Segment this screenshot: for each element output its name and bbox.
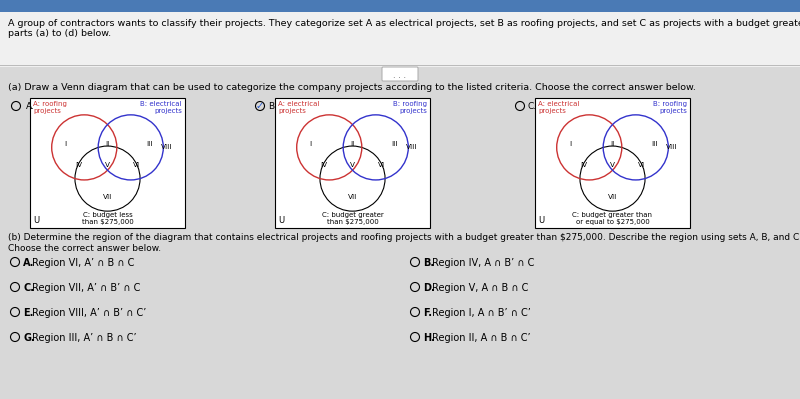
Text: Region III, A’ ∩ B ∩ C’: Region III, A’ ∩ B ∩ C’ bbox=[32, 333, 137, 343]
Text: A: roofing
projects: A: roofing projects bbox=[33, 101, 67, 114]
Text: (b) Determine the region of the diagram that contains electrical projects and ro: (b) Determine the region of the diagram … bbox=[8, 233, 800, 242]
Text: VIII: VIII bbox=[406, 144, 417, 150]
Text: VI: VI bbox=[133, 162, 140, 168]
Text: B.: B. bbox=[268, 102, 277, 111]
Text: U: U bbox=[278, 216, 284, 225]
Text: Choose the correct answer below.: Choose the correct answer below. bbox=[8, 244, 161, 253]
Text: V: V bbox=[350, 162, 355, 168]
Text: F.: F. bbox=[423, 308, 432, 318]
Text: IV: IV bbox=[75, 162, 82, 168]
Text: Region I, A ∩ B’ ∩ C’: Region I, A ∩ B’ ∩ C’ bbox=[432, 308, 531, 318]
Text: II: II bbox=[106, 141, 110, 147]
Text: II: II bbox=[350, 141, 354, 147]
Text: C: budget less
than $275,000: C: budget less than $275,000 bbox=[82, 212, 134, 225]
Text: I: I bbox=[310, 141, 311, 147]
Text: VIII: VIII bbox=[666, 144, 677, 150]
Text: IV: IV bbox=[320, 162, 327, 168]
Text: Region IV, A ∩ B’ ∩ C: Region IV, A ∩ B’ ∩ C bbox=[432, 258, 534, 268]
Text: H.: H. bbox=[423, 333, 435, 343]
Text: B: roofing
projects: B: roofing projects bbox=[393, 101, 427, 114]
Text: D.: D. bbox=[423, 283, 434, 293]
Bar bbox=[0, 65, 800, 66]
Text: . . .: . . . bbox=[394, 71, 406, 81]
FancyBboxPatch shape bbox=[382, 67, 418, 81]
Text: III: III bbox=[146, 141, 153, 147]
Text: VII: VII bbox=[348, 194, 357, 200]
Text: III: III bbox=[391, 141, 398, 147]
Text: II: II bbox=[610, 141, 614, 147]
Text: A.: A. bbox=[26, 102, 35, 111]
Text: A: electrical
projects: A: electrical projects bbox=[278, 101, 319, 114]
Text: IV: IV bbox=[580, 162, 587, 168]
Text: VII: VII bbox=[103, 194, 112, 200]
Text: VIII: VIII bbox=[161, 144, 172, 150]
Text: I: I bbox=[570, 141, 571, 147]
Text: B: roofing
projects: B: roofing projects bbox=[653, 101, 687, 114]
Text: V: V bbox=[105, 162, 110, 168]
Text: III: III bbox=[651, 141, 658, 147]
Bar bbox=[275, 98, 430, 228]
Text: A group of contractors wants to classify their projects. They categorize set A a: A group of contractors wants to classify… bbox=[8, 19, 800, 28]
Text: G.: G. bbox=[23, 333, 34, 343]
Text: C: budget greater
than $275,000: C: budget greater than $275,000 bbox=[322, 212, 383, 225]
Text: VI: VI bbox=[378, 162, 385, 168]
Text: ✓: ✓ bbox=[256, 101, 264, 111]
Text: I: I bbox=[64, 141, 66, 147]
Text: U: U bbox=[538, 216, 544, 225]
Text: U: U bbox=[33, 216, 39, 225]
Text: (a) Draw a Venn diagram that can be used to categorize the company projects acco: (a) Draw a Venn diagram that can be used… bbox=[8, 83, 696, 92]
Text: VI: VI bbox=[638, 162, 645, 168]
Text: Region V, A ∩ B ∩ C: Region V, A ∩ B ∩ C bbox=[432, 283, 528, 293]
Text: Region VII, A’ ∩ B’ ∩ C: Region VII, A’ ∩ B’ ∩ C bbox=[32, 283, 140, 293]
Text: A: electrical
projects: A: electrical projects bbox=[538, 101, 579, 114]
Text: C: budget greater than
or equal to $275,000: C: budget greater than or equal to $275,… bbox=[573, 212, 653, 225]
Bar bbox=[0, 0, 800, 12]
Text: C.: C. bbox=[23, 283, 34, 293]
Text: V: V bbox=[610, 162, 615, 168]
Text: Region II, A ∩ B ∩ C’: Region II, A ∩ B ∩ C’ bbox=[432, 333, 530, 343]
Text: Region VI, A’ ∩ B ∩ C: Region VI, A’ ∩ B ∩ C bbox=[32, 258, 134, 268]
Text: E.: E. bbox=[23, 308, 34, 318]
Text: A.: A. bbox=[23, 258, 34, 268]
Text: B.: B. bbox=[423, 258, 434, 268]
Text: Region VIII, A’ ∩ B’ ∩ C’: Region VIII, A’ ∩ B’ ∩ C’ bbox=[32, 308, 146, 318]
Text: C.: C. bbox=[528, 102, 537, 111]
Text: VII: VII bbox=[608, 194, 617, 200]
Text: B: electrical
projects: B: electrical projects bbox=[141, 101, 182, 114]
Text: parts (a) to (d) below.: parts (a) to (d) below. bbox=[8, 29, 111, 38]
Bar bbox=[30, 98, 185, 228]
Bar bbox=[0, 12, 800, 67]
Bar bbox=[535, 98, 690, 228]
